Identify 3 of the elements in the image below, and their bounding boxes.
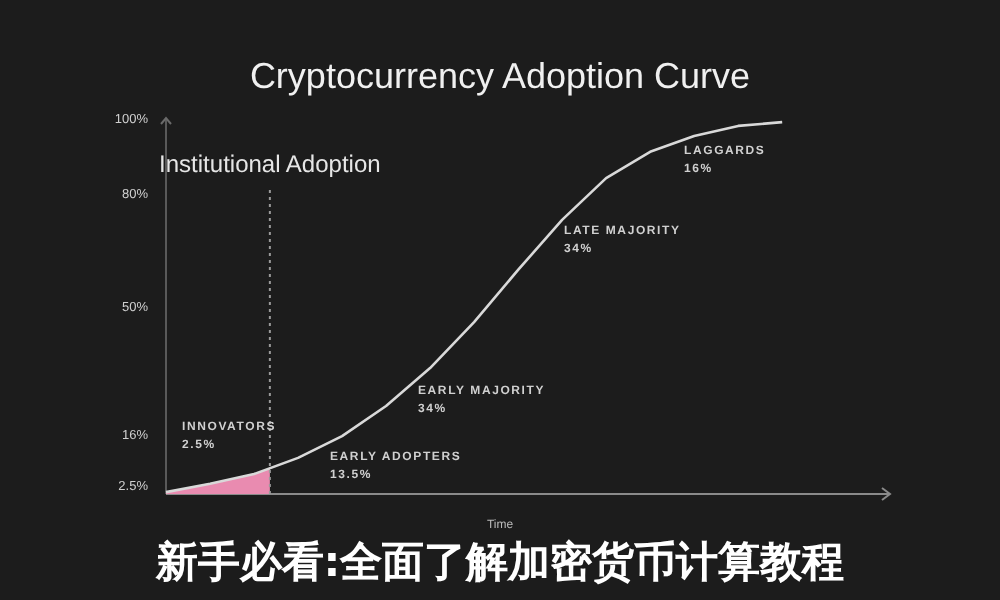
chart-title: Cryptocurrency Adoption Curve [249, 56, 751, 96]
text: 新手必看:全面了解加密货币计算教程 [153, 538, 845, 586]
annotation: Institutional Adoption [159, 150, 381, 178]
